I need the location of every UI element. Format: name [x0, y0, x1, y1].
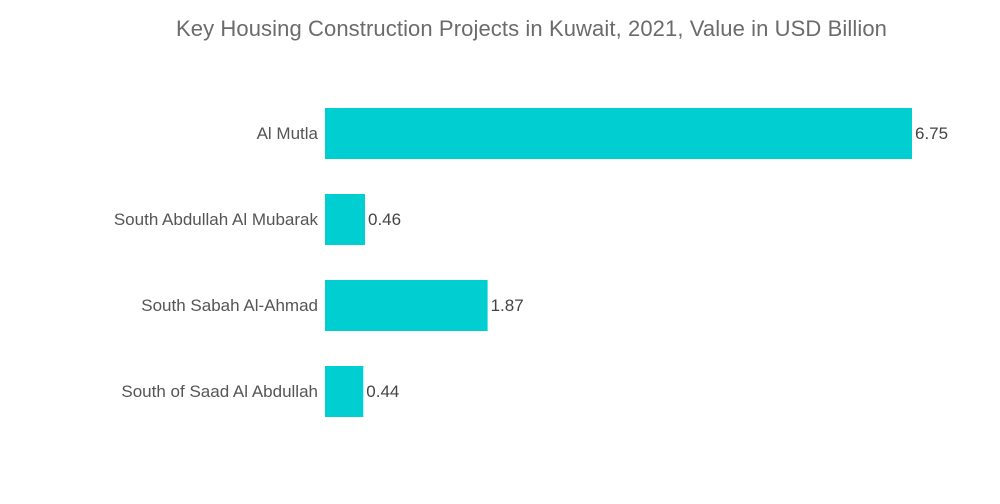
labels-layer: Al Mutla 6.75 South Abdullah Al Mubarak 0.4… [114, 124, 948, 401]
chart-title: Key Housing Construction Projects in Kuw… [175, 16, 888, 41]
bar [325, 366, 364, 417]
value-label: 0.44 [366, 382, 399, 401]
value-label: 0.46 [368, 210, 401, 229]
bar [325, 280, 488, 331]
category-label: Al Mutla [257, 124, 319, 143]
value-label: 6.75 [915, 124, 948, 143]
category-label: South Sabah Al-Ahmad [141, 296, 318, 315]
bar [325, 194, 365, 245]
category-label: South Abdullah Al Mubarak [114, 210, 319, 229]
bar [325, 108, 912, 159]
bars-layer [325, 108, 912, 417]
category-label: South of Saad Al Abdullah [121, 382, 318, 401]
value-label: 1.87 [491, 296, 524, 315]
